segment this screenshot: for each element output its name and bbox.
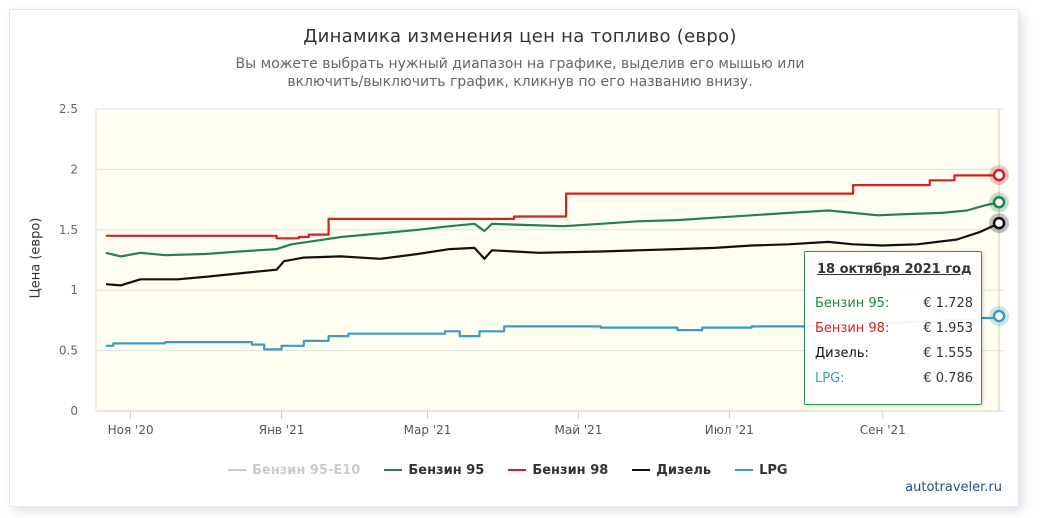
tooltip-series-value: € 1.953 <box>923 321 973 336</box>
tooltip-series-label: Бензин 98: <box>815 321 890 336</box>
y-tick-label: 2.5 <box>59 102 78 116</box>
legend-label: Бензин 98 <box>532 462 609 478</box>
y-tick-label: 2 <box>70 162 78 176</box>
hover-point <box>992 216 1006 230</box>
x-tick-label: Сен '21 <box>860 423 906 437</box>
tooltip-series-value: € 0.786 <box>923 371 973 386</box>
hover-markers <box>989 165 1010 327</box>
y-tick-label: 1.5 <box>59 223 78 237</box>
tooltip-series-label: LPG: <box>815 371 845 386</box>
series-line-2[interactable] <box>105 174 1001 240</box>
tooltip-series-label: Дизель: <box>815 346 869 361</box>
y-tick-label: 0.5 <box>59 344 78 358</box>
legend-item-0[interactable]: Бензин 95-E10 <box>228 463 360 478</box>
legend-item-2[interactable]: Бензин 98 <box>508 463 608 478</box>
tooltip: 18 октября 2021 год Бензин 95: € 1.728 Бен… <box>804 251 982 405</box>
x-tick-label: Ноя '20 <box>108 423 154 437</box>
legend-item-3[interactable]: Дизель <box>632 463 711 478</box>
hover-point <box>992 309 1006 323</box>
series-line-3[interactable] <box>105 222 1000 287</box>
x-tick-label: Июл '21 <box>705 423 754 437</box>
series-line-1[interactable] <box>105 201 1000 258</box>
x-axis: Ноя '20 Янв '21 Мар '21 Май '21 Июл '21 Сен '… <box>108 411 906 437</box>
legend-label: Бензин 95 <box>408 462 485 478</box>
legend-label: Бензин 95-E10 <box>252 462 361 478</box>
legend-swatch <box>632 469 651 471</box>
subtitle-line-1: Вы можете выбрать нужный диапазон на гра… <box>235 56 805 72</box>
legend-label: Дизель <box>656 462 712 478</box>
source-credit[interactable]: autotraveler.ru <box>905 480 1002 495</box>
legend-swatch <box>384 469 403 471</box>
tooltip-series-value: € 1.555 <box>923 346 973 361</box>
hover-point <box>992 196 1006 209</box>
hover-point <box>992 168 1006 182</box>
legend-item-1[interactable]: Бензин 95 <box>384 463 484 478</box>
x-tick-label: Май '21 <box>555 423 603 437</box>
legend-label: LPG <box>759 462 788 478</box>
legend-swatch <box>735 469 754 471</box>
chart-title: Динамика изменения цен на топливо (евро) <box>303 26 737 47</box>
y-axis-title-text: Цена (евро) <box>28 217 44 299</box>
y-axis: 0 0.5 1 1.5 2 2.5 <box>59 102 78 418</box>
tooltip-series-value: € 1.728 <box>923 296 973 311</box>
legend-item-4[interactable]: LPG <box>735 462 788 478</box>
legend-swatch <box>508 469 527 471</box>
y-tick-label: 1 <box>70 283 78 297</box>
x-tick-label: Янв '21 <box>259 423 305 437</box>
legend: Бензин 95-E10 Бензин 95 Бензин 98 Дизель LPG <box>228 460 812 480</box>
legend-swatch <box>228 469 246 471</box>
tooltip-series-label: Бензин 95: <box>815 296 890 311</box>
y-tick-label: 0 <box>70 404 78 418</box>
x-tick-label: Мар '21 <box>404 423 452 437</box>
subtitle-line-2: включить/выключить график, кликнув по ег… <box>287 74 753 90</box>
tooltip-date: 18 октября 2021 год <box>817 262 972 277</box>
chart-subtitle: Вы можете выбрать нужный диапазон на гра… <box>0 55 1040 91</box>
